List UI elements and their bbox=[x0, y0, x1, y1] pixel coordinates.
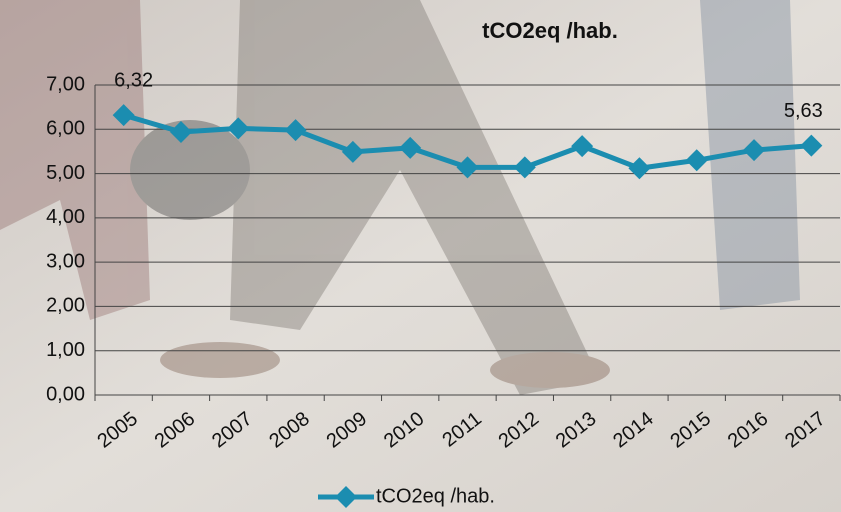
y-tick-label: 4,00 bbox=[46, 206, 85, 228]
marker bbox=[399, 136, 422, 159]
marker bbox=[284, 119, 307, 142]
legend-marker bbox=[335, 486, 357, 508]
marker bbox=[169, 120, 192, 143]
marker bbox=[341, 140, 364, 163]
marker bbox=[571, 135, 594, 158]
data-label: 6,32 bbox=[114, 69, 153, 91]
marker bbox=[685, 149, 708, 172]
marker bbox=[513, 156, 536, 179]
y-tick-label: 3,00 bbox=[46, 250, 85, 272]
y-tick-label: 5,00 bbox=[46, 162, 85, 184]
y-tick-label: 2,00 bbox=[46, 295, 85, 317]
data-label: 5,63 bbox=[784, 100, 823, 122]
marker bbox=[456, 156, 479, 179]
y-tick-label: 1,00 bbox=[46, 339, 85, 361]
marker bbox=[628, 157, 651, 180]
marker bbox=[112, 104, 135, 127]
legend-label: tCO2eq /hab. bbox=[376, 485, 495, 507]
chart-title: tCO2eq /hab. bbox=[482, 18, 618, 43]
marker bbox=[800, 134, 823, 157]
marker bbox=[227, 117, 250, 140]
y-tick-label: 6,00 bbox=[46, 118, 85, 140]
y-tick-label: 0,00 bbox=[46, 383, 85, 405]
y-tick-label: 7,00 bbox=[46, 73, 85, 95]
marker bbox=[743, 139, 766, 162]
